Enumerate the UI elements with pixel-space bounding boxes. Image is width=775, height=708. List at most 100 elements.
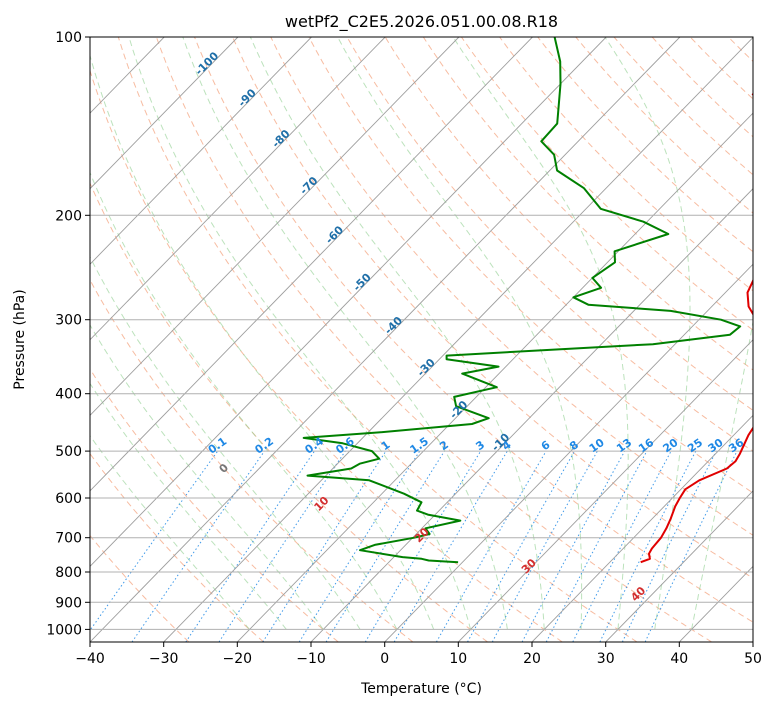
y-axis: 100 200 300 400 500 600 700 800 900 1000 <box>46 30 90 638</box>
dry-adiabat-line <box>232 37 753 579</box>
mixing-ratio-label: 16 <box>636 436 656 456</box>
mixing-ratio-line <box>218 450 346 642</box>
moist-adiabat-line <box>604 37 691 630</box>
temperature-profile-line <box>640 93 753 564</box>
mixing-ratio-line <box>644 450 738 642</box>
dry-adiabat-line <box>346 37 753 452</box>
mixing-ratio-line <box>467 450 576 642</box>
moist-adiabat-line <box>90 53 435 630</box>
moist-adiabat-line <box>452 37 629 630</box>
x-tick-label: 20 <box>523 651 541 667</box>
moist-adiabat-line <box>691 319 753 630</box>
mixing-ratio-label: 36 <box>726 436 746 456</box>
x-tick-label: −10 <box>296 651 326 667</box>
y-tick-label: 200 <box>55 208 82 224</box>
isotherm-line <box>384 263 753 642</box>
mixing-ratio-line <box>298 450 421 642</box>
dry-adiabat-line <box>194 37 753 623</box>
x-tick-label: 40 <box>670 651 688 667</box>
background-lines <box>90 37 775 642</box>
y-tick-label: 500 <box>55 444 82 460</box>
dry-adiabat-label: 10 <box>312 494 332 514</box>
isotherm-line <box>90 37 533 492</box>
mixing-ratio-label: 30 <box>706 436 726 456</box>
x-tick-label: −40 <box>75 651 105 667</box>
mixing-ratio-label: 1.5 <box>408 435 431 457</box>
x-tick-label: 50 <box>744 651 762 667</box>
mixing-ratio-line <box>599 450 697 642</box>
isotherm-label: -100 <box>193 49 222 78</box>
x-tick-label: −30 <box>149 651 179 667</box>
isotherm-label: -20 <box>447 398 470 421</box>
moist-adiabat-line <box>128 37 472 630</box>
mixing-ratio-label: 25 <box>685 436 705 455</box>
moist-adiabat-line <box>337 37 583 630</box>
dry-adiabat-line <box>117 37 638 642</box>
mixing-ratio-line <box>185 450 315 642</box>
isotherm-label: -50 <box>351 270 374 293</box>
dry-adiabat-line <box>537 37 753 253</box>
dry-adiabat-line <box>651 37 753 138</box>
dry-adiabat-line <box>767 37 775 642</box>
x-tick-label: 30 <box>597 651 615 667</box>
moist-adiabat-line <box>90 382 287 630</box>
dry-adiabat-line <box>90 368 339 642</box>
dry-adiabat-line <box>270 37 753 536</box>
isotherm-line <box>531 414 753 642</box>
mixing-ratio-line <box>435 450 547 642</box>
moist-adiabat-line <box>90 434 250 630</box>
isotherm-label: -30 <box>415 356 438 379</box>
y-axis-label: Pressure (hPa) <box>12 289 28 389</box>
profile-lines <box>302 37 753 564</box>
isotherm-label: -70 <box>297 174 320 197</box>
x-axis-label: Temperature (°C) <box>360 681 482 697</box>
mixing-ratio-line <box>621 450 717 642</box>
isotherm-line <box>310 188 753 642</box>
plot-frame <box>89 36 754 643</box>
mixing-ratio-line <box>393 450 508 642</box>
mixing-ratio-line <box>131 450 265 642</box>
dry-adiabat-line <box>90 279 414 642</box>
isotherm-line <box>90 37 607 568</box>
mixing-ratio-line <box>521 450 626 642</box>
isotherm-line <box>90 37 239 190</box>
mixing-ratio-label: 0.6 <box>333 435 357 457</box>
dry-adiabat-line <box>90 452 264 642</box>
moist-adiabat-line <box>90 324 324 630</box>
isotherm-line <box>236 112 753 642</box>
mixing-ratio-label: 13 <box>614 436 634 455</box>
y-tick-label: 400 <box>55 387 82 403</box>
mixing-ratio-line <box>491 450 598 642</box>
isotherm-line <box>457 339 753 642</box>
y-tick-label: 800 <box>55 565 82 581</box>
pressure-gridlines <box>90 37 753 630</box>
moist-adiabat-line <box>182 37 508 630</box>
dry-adiabat-line <box>90 69 563 642</box>
mixing-ratio-line <box>325 450 445 642</box>
mixing-ratio-label: 20 <box>660 436 680 456</box>
mixing-ratio-label: 0.2 <box>253 435 276 457</box>
mixing-ratio-line <box>545 450 648 642</box>
mixing-ratio-line <box>364 450 482 642</box>
moist-adiabat-line <box>90 171 398 630</box>
isotherm-line <box>90 37 386 341</box>
dry-adiabat-line <box>90 534 190 642</box>
x-tick-label: 10 <box>449 651 467 667</box>
moist-adiabat-line <box>249 37 545 630</box>
dry-adiabat-line <box>308 37 753 494</box>
isotherm-label: -40 <box>382 314 405 337</box>
isotherm-line <box>90 37 681 642</box>
y-tick-label: 1000 <box>46 622 82 638</box>
isotherm-label: -60 <box>323 223 346 246</box>
x-axis: −40 −30 −20 −10 0 10 20 30 40 50 <box>75 642 762 667</box>
dry-adiabat-line <box>155 37 712 642</box>
mixing-ratio-line <box>572 450 672 642</box>
chart-title: wetPf2_C2E5.2026.051.00.08.R18 <box>285 12 558 32</box>
mixing-ratio-line <box>90 450 219 632</box>
isotherm-line <box>605 490 753 642</box>
isotherm-label: -90 <box>236 86 259 109</box>
mixing-ratio-line <box>262 450 387 642</box>
moist-adiabat-line <box>90 255 361 630</box>
dewpoint-profile-line <box>302 37 742 564</box>
mixing-ratio-label: 10 <box>587 436 607 456</box>
